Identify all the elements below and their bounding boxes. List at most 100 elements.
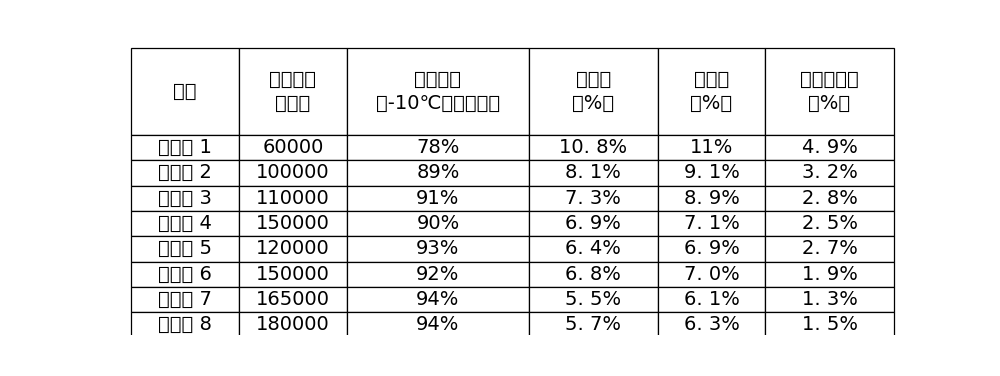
Bar (131, 236, 239, 262)
Bar (529, 135, 658, 160)
Bar (347, 236, 529, 262)
Text: 7. 3%: 7. 3% (565, 189, 621, 208)
Text: 水消耗
（%）: 水消耗 （%） (572, 70, 614, 113)
Bar (131, 135, 239, 160)
Text: 165000: 165000 (256, 290, 330, 309)
Text: 1. 3%: 1. 3% (802, 290, 857, 309)
Text: 180000: 180000 (256, 315, 330, 334)
Bar (239, 185, 347, 211)
Bar (765, 48, 894, 135)
Bar (658, 48, 765, 135)
Text: 循环寿命
（次）: 循环寿命 （次） (269, 70, 316, 113)
Text: 2. 8%: 2. 8% (802, 189, 857, 208)
Bar (529, 211, 658, 236)
Text: 9. 1%: 9. 1% (684, 163, 739, 182)
Text: 7. 1%: 7. 1% (684, 214, 739, 233)
Bar (658, 287, 765, 312)
Text: 3. 2%: 3. 2% (802, 163, 857, 182)
Text: 实施例 7: 实施例 7 (158, 290, 212, 309)
Text: 8. 9%: 8. 9% (684, 189, 739, 208)
Text: 6. 4%: 6. 4% (565, 240, 621, 258)
Bar (658, 185, 765, 211)
Bar (765, 287, 894, 312)
Bar (239, 287, 347, 312)
Bar (347, 211, 529, 236)
Bar (131, 185, 239, 211)
Text: 7. 0%: 7. 0% (684, 265, 739, 284)
Text: 10. 8%: 10. 8% (559, 138, 627, 157)
Bar (765, 211, 894, 236)
Text: 120000: 120000 (256, 240, 330, 258)
Bar (658, 211, 765, 236)
Text: 93%: 93% (416, 240, 460, 258)
Bar (239, 236, 347, 262)
Bar (765, 135, 894, 160)
Bar (131, 262, 239, 287)
Bar (658, 312, 765, 338)
Text: 编号: 编号 (173, 82, 197, 101)
Bar (765, 160, 894, 185)
Bar (239, 48, 347, 135)
Text: 实施例 2: 实施例 2 (158, 163, 212, 182)
Text: 实施例 6: 实施例 6 (158, 265, 212, 284)
Text: 110000: 110000 (256, 189, 330, 208)
Text: 78%: 78% (416, 138, 460, 157)
Bar (347, 135, 529, 160)
Text: 实施例 5: 实施例 5 (158, 240, 212, 258)
Text: 实施例 4: 实施例 4 (158, 214, 212, 233)
Text: 150000: 150000 (256, 214, 330, 233)
Text: 实施例 8: 实施例 8 (158, 315, 212, 334)
Bar (765, 262, 894, 287)
Bar (131, 287, 239, 312)
Bar (347, 185, 529, 211)
Bar (529, 160, 658, 185)
Text: 实施例 1: 实施例 1 (158, 138, 212, 157)
Bar (658, 160, 765, 185)
Bar (347, 312, 529, 338)
Bar (529, 185, 658, 211)
Bar (765, 185, 894, 211)
Text: 低温性能
（-10℃放电容量）: 低温性能 （-10℃放电容量） (376, 70, 500, 113)
Bar (347, 48, 529, 135)
Bar (765, 312, 894, 338)
Bar (131, 160, 239, 185)
Bar (765, 236, 894, 262)
Bar (658, 135, 765, 160)
Text: 91%: 91% (416, 189, 460, 208)
Bar (529, 236, 658, 262)
Text: 8. 1%: 8. 1% (565, 163, 621, 182)
Bar (347, 287, 529, 312)
Text: 6. 1%: 6. 1% (684, 290, 739, 309)
Text: 5. 5%: 5. 5% (565, 290, 621, 309)
Text: 100000: 100000 (256, 163, 330, 182)
Bar (239, 211, 347, 236)
Bar (658, 236, 765, 262)
Bar (239, 312, 347, 338)
Bar (131, 48, 239, 135)
Bar (529, 48, 658, 135)
Bar (131, 211, 239, 236)
Text: 150000: 150000 (256, 265, 330, 284)
Text: 6. 8%: 6. 8% (565, 265, 621, 284)
Text: 6. 3%: 6. 3% (684, 315, 739, 334)
Bar (529, 262, 658, 287)
Text: 2. 5%: 2. 5% (802, 214, 858, 233)
Text: 90%: 90% (416, 214, 460, 233)
Bar (529, 287, 658, 312)
Bar (239, 160, 347, 185)
Text: 11%: 11% (690, 138, 733, 157)
Bar (529, 312, 658, 338)
Bar (347, 262, 529, 287)
Text: 89%: 89% (416, 163, 460, 182)
Bar (239, 262, 347, 287)
Text: 60000: 60000 (262, 138, 324, 157)
Text: 1. 5%: 1. 5% (802, 315, 858, 334)
Text: 6. 9%: 6. 9% (565, 214, 621, 233)
Text: 94%: 94% (416, 290, 460, 309)
Bar (131, 312, 239, 338)
Text: 2. 7%: 2. 7% (802, 240, 857, 258)
Text: 实施例 3: 实施例 3 (158, 189, 212, 208)
Text: 92%: 92% (416, 265, 460, 284)
Text: 5. 7%: 5. 7% (565, 315, 621, 334)
Bar (658, 262, 765, 287)
